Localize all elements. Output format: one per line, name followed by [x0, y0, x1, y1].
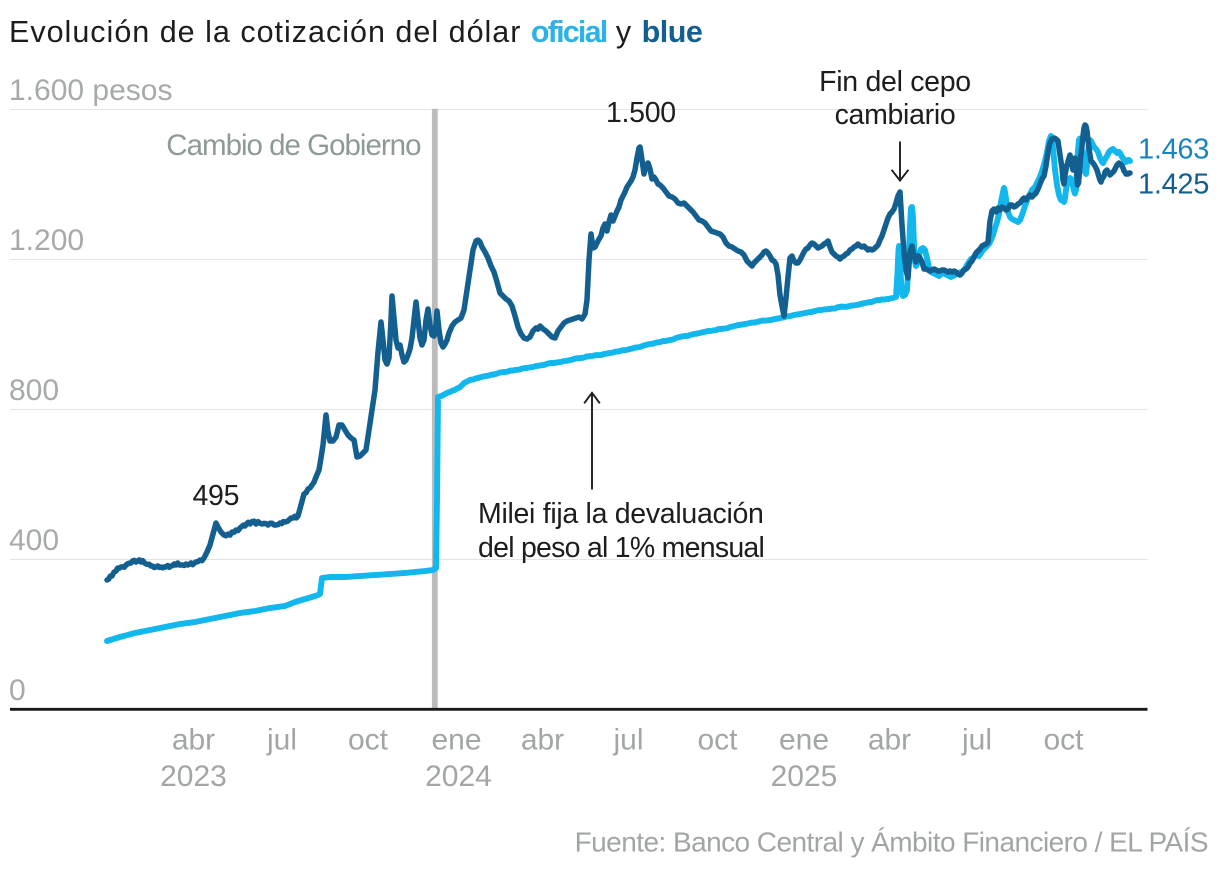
svg-text:Fuente: Banco Central y Ámbito: Fuente: Banco Central y Ámbito Financier… — [575, 827, 1208, 858]
svg-text:cambiario: cambiario — [835, 99, 956, 131]
svg-text:Fin del cepo: Fin del cepo — [819, 66, 971, 98]
svg-text:abr: abr — [868, 724, 911, 757]
svg-text:jul: jul — [961, 724, 992, 757]
svg-text:Milei fija la devaluación: Milei fija la devaluación — [478, 498, 764, 530]
svg-text:1.200: 1.200 — [9, 224, 84, 257]
svg-text:abr: abr — [172, 724, 215, 757]
svg-text:1.500: 1.500 — [606, 97, 676, 129]
svg-text:del peso al 1% mensual: del peso al 1% mensual — [478, 532, 764, 564]
svg-text:800: 800 — [9, 374, 59, 407]
svg-text:400: 400 — [9, 524, 59, 557]
svg-text:ene: ene — [431, 724, 481, 757]
svg-text:Cambio de Gobierno: Cambio de Gobierno — [166, 129, 421, 162]
svg-text:oct: oct — [697, 724, 738, 757]
svg-text:2024: 2024 — [425, 760, 492, 793]
svg-text:oct: oct — [348, 724, 389, 757]
svg-text:jul: jul — [612, 724, 643, 757]
svg-text:0: 0 — [9, 674, 26, 707]
svg-text:Evolución de la cotización del: Evolución de la cotización del dólar ofi… — [9, 15, 702, 49]
svg-text:1.600 pesos: 1.600 pesos — [9, 74, 172, 107]
svg-text:1.425: 1.425 — [1138, 169, 1209, 201]
svg-text:oct: oct — [1043, 724, 1084, 757]
svg-text:abr: abr — [521, 724, 564, 757]
svg-text:2023: 2023 — [160, 760, 227, 793]
svg-text:2025: 2025 — [771, 760, 838, 793]
svg-text:1.463: 1.463 — [1138, 134, 1209, 166]
svg-text:ene: ene — [779, 724, 829, 757]
svg-text:jul: jul — [266, 724, 297, 757]
svg-text:495: 495 — [193, 480, 240, 512]
